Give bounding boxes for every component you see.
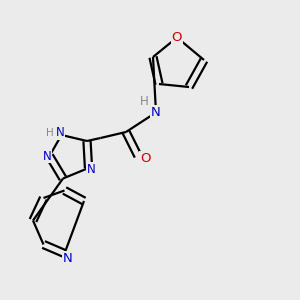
Text: N: N (56, 126, 64, 139)
Text: N: N (151, 106, 161, 119)
Text: H: H (46, 128, 53, 138)
Text: O: O (140, 152, 151, 166)
Text: N: N (86, 163, 95, 176)
Text: O: O (172, 31, 182, 44)
Text: N: N (43, 149, 52, 163)
Text: H: H (140, 94, 148, 108)
Text: N: N (63, 252, 72, 266)
